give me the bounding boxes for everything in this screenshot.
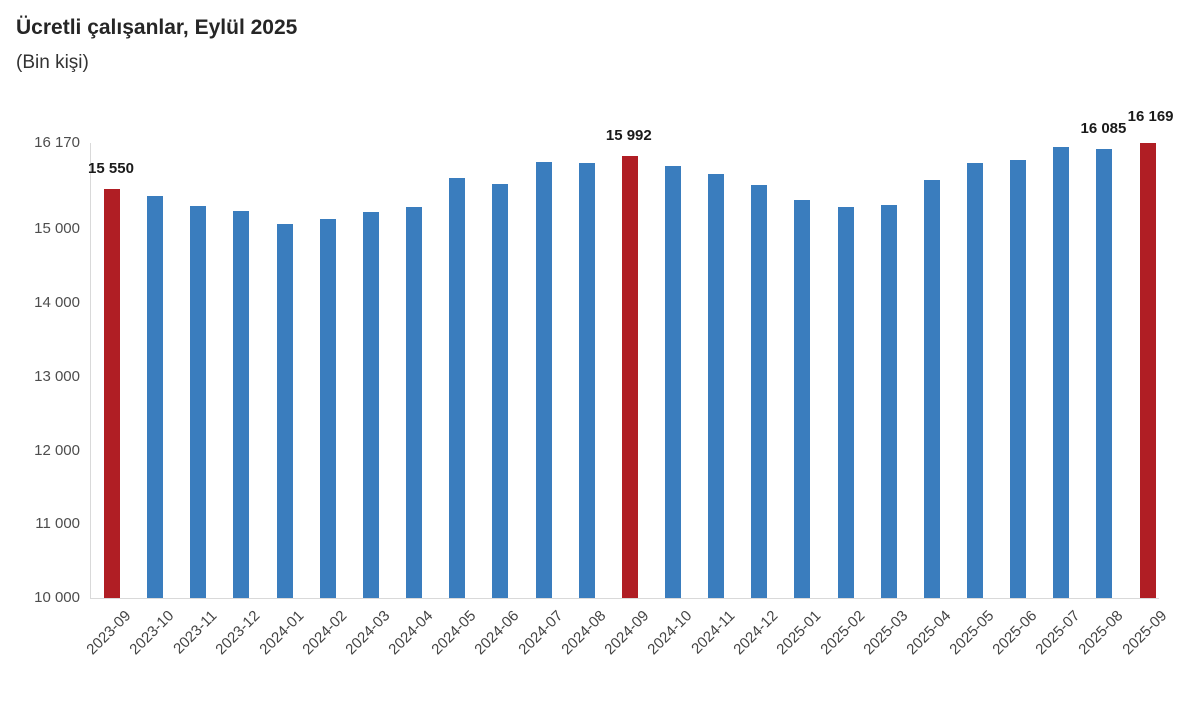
bar-2024-12[interactable] <box>751 185 768 598</box>
y-tick-label: 15 000 <box>34 220 80 238</box>
bar-2024-08[interactable] <box>578 162 595 598</box>
x-tick-label: 2025-01 <box>773 607 825 659</box>
bar-2023-11[interactable] <box>190 206 207 598</box>
bar-2025-03[interactable] <box>880 204 897 598</box>
bar-2025-06[interactable] <box>1010 160 1027 598</box>
bar-2024-06[interactable] <box>492 183 509 598</box>
x-tick-label: 2024-08 <box>557 607 609 659</box>
data-label-2023-09: 15 550 <box>88 159 134 177</box>
chart-title: Ücretli çalışanlar, Eylül 2025 <box>16 16 298 39</box>
bar-2024-03[interactable] <box>362 211 379 598</box>
y-tick-label: 13 000 <box>34 367 80 385</box>
x-tick-label: 2025-02 <box>816 607 868 659</box>
bar-2023-09[interactable] <box>104 188 120 598</box>
bar-2025-07[interactable] <box>1053 147 1070 598</box>
bar-2025-05[interactable] <box>967 163 983 598</box>
data-label-2024-09: 15 992 <box>605 127 652 145</box>
bar-2025-04[interactable] <box>923 179 940 598</box>
x-tick-label: 2024-07 <box>514 607 566 659</box>
bar-2024-11[interactable] <box>708 174 725 598</box>
bar-2024-09[interactable] <box>621 156 638 598</box>
x-tick-label: 2024-04 <box>385 607 437 659</box>
bar-2023-12[interactable] <box>233 210 250 598</box>
y-tick-label: 11 000 <box>35 515 80 533</box>
bar-2025-09[interactable] <box>1139 143 1156 598</box>
x-tick-label: 2023-10 <box>126 607 178 659</box>
bar-2023-10[interactable] <box>147 196 164 598</box>
x-tick-label: 2023-12 <box>212 607 264 659</box>
x-tick-label: 2023-09 <box>83 607 135 659</box>
x-tick-label: 2025-03 <box>860 607 912 659</box>
bar-2024-04[interactable] <box>406 207 423 598</box>
x-tick-label: 2024-01 <box>255 607 307 659</box>
x-tick-label: 2025-06 <box>989 607 1041 659</box>
chart-subtitle: (Bin kişi) <box>16 52 89 73</box>
x-tick-label: 2024-10 <box>644 607 696 659</box>
x-tick-label: 2024-03 <box>342 607 394 659</box>
x-tick-label: 2025-04 <box>903 607 955 659</box>
bar-2024-10[interactable] <box>664 165 681 598</box>
x-tick-label: 2024-12 <box>730 607 782 659</box>
x-tick-label: 2025-07 <box>1032 607 1084 659</box>
x-tick-label: 2024-09 <box>601 607 653 659</box>
data-label-2025-09: 16 169 <box>1127 108 1174 126</box>
bar-2024-02[interactable] <box>319 219 336 598</box>
x-tick-label: 2024-06 <box>471 607 523 659</box>
x-tick-label: 2023-11 <box>170 607 221 658</box>
x-tick-label: 2024-11 <box>688 607 739 658</box>
x-tick-label: 2025-05 <box>946 607 998 659</box>
bar-2024-07[interactable] <box>535 162 552 598</box>
bar-2024-05[interactable] <box>449 177 466 598</box>
x-tick-label: 2025-09 <box>1118 607 1170 659</box>
plot-area <box>90 143 1159 599</box>
x-tick-label: 2025-08 <box>1075 607 1127 659</box>
y-tick-label: 10 000 <box>34 589 80 606</box>
bar-2024-01[interactable] <box>276 224 293 598</box>
bar-2025-01[interactable] <box>794 199 811 598</box>
y-tick-label: 16 170 <box>34 134 80 151</box>
data-label-2025-08: 16 085 <box>1080 120 1127 138</box>
bar-2025-08[interactable] <box>1096 149 1113 598</box>
x-tick-label: 2024-02 <box>299 607 351 659</box>
x-tick-label: 2024-05 <box>428 607 480 659</box>
y-tick-label: 12 000 <box>34 441 80 459</box>
bar-2025-02[interactable] <box>837 206 854 598</box>
y-tick-label: 14 000 <box>34 294 80 312</box>
